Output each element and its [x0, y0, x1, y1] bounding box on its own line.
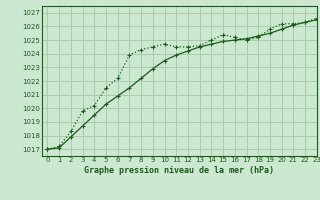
X-axis label: Graphe pression niveau de la mer (hPa): Graphe pression niveau de la mer (hPa)	[84, 166, 274, 175]
